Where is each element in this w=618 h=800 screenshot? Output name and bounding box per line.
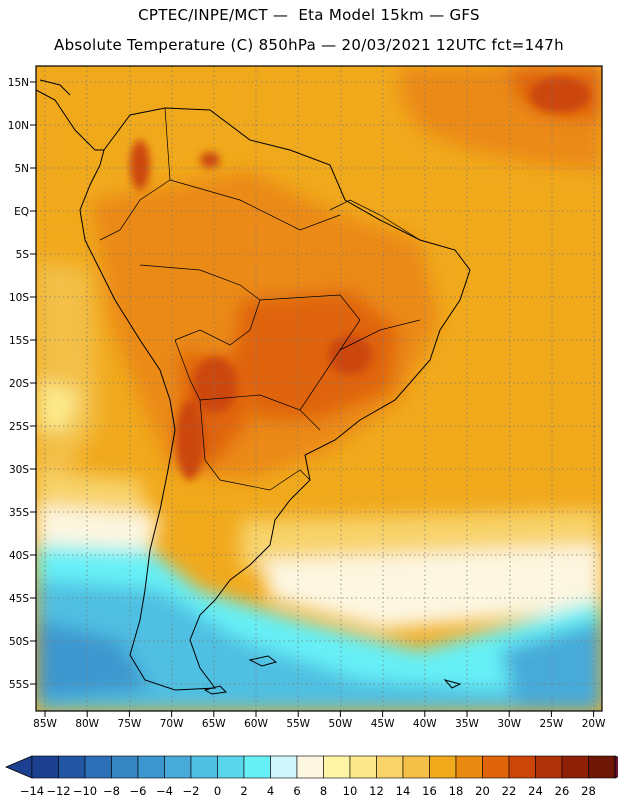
lat-label: 45S	[9, 593, 29, 605]
lat-label: 25S	[9, 421, 29, 433]
lat-label: 10N	[8, 120, 29, 132]
colorbar-label: −10	[73, 784, 97, 798]
longitude-axis: 85W 80W 75W 70W 65W 60W 55W 50W 45W 40W 35W 30W 25W 2…	[33, 711, 606, 730]
lon-label: 40W	[413, 718, 437, 730]
colorbar-swatch	[323, 755, 351, 779]
colorbar-swatch	[31, 755, 59, 779]
colorbar-max-arrow	[614, 755, 618, 779]
lat-label: 15N	[8, 77, 29, 89]
colorbar-swatch	[217, 755, 245, 779]
colorbar-label: −2	[183, 784, 200, 798]
latitude-axis: 15N 10N 5N EQ 5S 10S 15S 20S 25S 30S 35S 40S 45S 50S 5…	[8, 77, 36, 691]
temperature-field	[36, 66, 602, 711]
colorbar-swatch	[561, 755, 589, 779]
colorbar-swatch	[482, 755, 510, 779]
colorbar-swatch	[535, 755, 563, 779]
colorbar-label: 18	[449, 784, 464, 798]
colorbar-swatch	[164, 755, 192, 779]
colorbar-label: 26	[555, 784, 570, 798]
colorbar-label: 16	[422, 784, 437, 798]
colorbar-swatch	[508, 755, 536, 779]
map-title-line2: Absolute Temperature (C) 850hPa — 20/03/…	[54, 36, 564, 54]
colorbar-label: −4	[156, 784, 173, 798]
lon-label: 75W	[118, 718, 142, 730]
lon-label: 20W	[582, 718, 606, 730]
colorbar-label: 12	[369, 784, 384, 798]
lat-label: 55S	[9, 679, 29, 691]
colorbar-swatch	[349, 755, 377, 779]
lat-label: 50S	[9, 636, 29, 648]
lat-label: 40S	[9, 550, 29, 562]
colorbar-label: 28	[581, 784, 596, 798]
colorbar-swatch	[58, 755, 86, 779]
lat-label: 5N	[14, 163, 29, 175]
colorbar-swatch	[296, 755, 324, 779]
lon-label: 70W	[160, 718, 184, 730]
colorbar-label: 10	[343, 784, 358, 798]
colorbar-label: −12	[46, 784, 70, 798]
lon-label: 25W	[540, 718, 564, 730]
colorbar-label: −14	[20, 784, 44, 798]
lon-label: 35W	[455, 718, 479, 730]
lon-label: 60W	[244, 718, 268, 730]
colorbar-min-arrow	[4, 755, 33, 779]
colorbar-label: 4	[267, 784, 274, 798]
colorbar-label: 2	[240, 784, 247, 798]
lon-label: 30W	[497, 718, 521, 730]
colorbar-swatch	[455, 755, 483, 779]
political-borders	[99, 107, 421, 491]
lat-label: 5S	[16, 249, 30, 261]
colorbar: −14 −12 −10 −8 −6 −4 −2 0 2 4 6 8 10 12 14 16 18 20 22 24 26…	[4, 755, 618, 798]
lon-label: 80W	[75, 718, 99, 730]
colorbar-swatch	[243, 755, 271, 779]
colorbar-swatch	[137, 755, 165, 779]
lat-label: EQ	[14, 206, 29, 218]
colorbar-swatch	[84, 755, 112, 779]
lat-label: 30S	[9, 464, 29, 476]
colorbar-swatch	[190, 755, 218, 779]
map-title-line1: CPTEC/INPE/MCT — Eta Model 15km — GFS	[138, 6, 480, 24]
lon-label: 65W	[202, 718, 226, 730]
colorbar-label: 24	[528, 784, 543, 798]
lon-label: 45W	[371, 718, 395, 730]
colorbar-swatch	[429, 755, 457, 779]
colorbar-swatch	[588, 755, 616, 779]
lat-label: 10S	[9, 292, 29, 304]
lat-label: 35S	[9, 507, 29, 519]
coastlines	[36, 79, 471, 695]
lat-label: 20S	[9, 378, 29, 390]
lon-label: 50W	[329, 718, 353, 730]
colorbar-label: −6	[130, 784, 147, 798]
colorbar-label: 22	[502, 784, 517, 798]
colorbar-label: 0	[214, 784, 221, 798]
colorbar-label: 14	[396, 784, 411, 798]
colorbar-swatch	[376, 755, 404, 779]
colorbar-label: 8	[320, 784, 327, 798]
colorbar-label: 6	[293, 784, 300, 798]
colorbar-swatch	[111, 755, 139, 779]
colorbar-swatch	[402, 755, 430, 779]
lat-label: 15S	[9, 335, 29, 347]
colorbar-swatch	[270, 755, 298, 779]
lon-label: 85W	[33, 718, 57, 730]
map-frame	[35, 65, 603, 712]
lon-label: 55W	[286, 718, 310, 730]
colorbar-label: 20	[475, 784, 490, 798]
colorbar-label: −8	[103, 784, 120, 798]
